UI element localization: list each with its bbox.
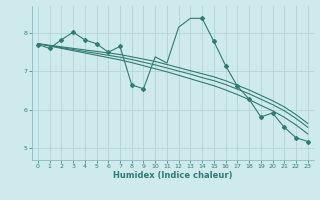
X-axis label: Humidex (Indice chaleur): Humidex (Indice chaleur) — [113, 171, 233, 180]
